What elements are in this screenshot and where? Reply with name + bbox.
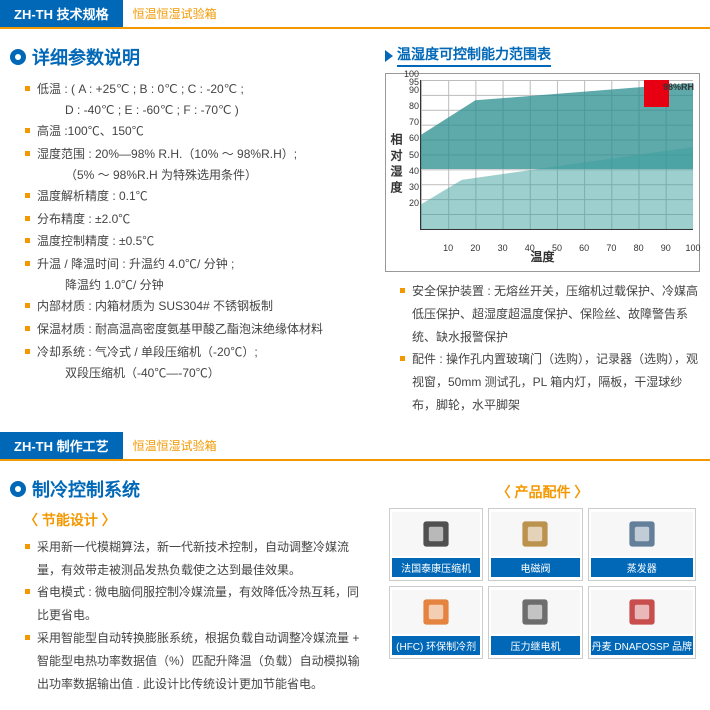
- part-item: 蒸发器: [588, 508, 696, 581]
- spec-item: 升温 / 降温时间 : 升温约 4.0℃/ 分钟 ;降温约 1.0℃/ 分钟: [25, 253, 370, 295]
- spec-list-process: 采用新一代模糊算法，新一代新技术控制，自动调整冷媒流量，有效带走被测品发热负载使…: [10, 536, 370, 696]
- y-tick: 20: [409, 198, 419, 208]
- part-item: 电磁阀: [488, 508, 582, 581]
- arrow-icon: [385, 50, 393, 62]
- process-right-column: 产品配件 法国泰康压缩机电磁阀蒸发器 (HFC) 环保制冷剂压力继电机丹麦 DNA…: [385, 476, 700, 696]
- main-title: 制冷控制系统: [10, 476, 370, 502]
- spec-item-cont: （5% ～ 98%R.H 为特殊选用条件）: [37, 166, 370, 185]
- x-tick: 10: [443, 243, 453, 253]
- spec-item: 安全保护装置 : 无熔丝开关，压缩机过载保护、冷媒高低压保护、超湿度超温度保护、…: [400, 280, 700, 348]
- spec-list-right: 安全保护装置 : 无熔丝开关，压缩机过载保护、冷媒高低压保护、超湿度超温度保护、…: [385, 280, 700, 417]
- x-tick: 20: [470, 243, 480, 253]
- x-tick: 40: [525, 243, 535, 253]
- bullet-icon: [10, 481, 26, 497]
- eco-design-title: 节能设计: [24, 510, 370, 530]
- x-tick: 50: [552, 243, 562, 253]
- x-tick: 100: [685, 243, 700, 253]
- chart-x-label: 温度: [392, 248, 693, 265]
- part-image: [392, 590, 480, 634]
- y-tick: 30: [409, 182, 419, 192]
- spec-item: 分布精度 : ±2.0℃: [25, 208, 370, 231]
- section-subtitle: 恒温恒湿试验箱: [133, 437, 217, 454]
- spec-item-cont: D : -40℃ ; E : -60℃ ; F : -70℃ ): [37, 101, 370, 120]
- part-label: 丹麦 DNAFOSSP 品牌: [591, 636, 693, 655]
- section-header-specs: ZH-TH 技术规格 恒温恒湿试验箱: [0, 0, 710, 29]
- part-image: [491, 512, 579, 556]
- spec-item: 温度控制精度 : ±0.5℃: [25, 230, 370, 253]
- spec-item: 湿度范围 : 20%—98% R.H.（10% ～ 98%R.H）;（5% ～ …: [25, 143, 370, 185]
- spec-item: 内部材质 : 内箱材质为 SUS304# 不锈钢板制: [25, 295, 370, 318]
- spec-list: 低温 : ( A : +25℃ ; B : 0℃ ; C : -20℃ ;D :…: [10, 78, 370, 383]
- part-image: [392, 512, 480, 556]
- part-item: 压力继电机: [488, 586, 582, 659]
- part-label: 蒸发器: [591, 558, 693, 577]
- x-tick: 80: [634, 243, 644, 253]
- spec-item: 保温材质 : 耐高温高密度氨基甲酸乙酯泡沫绝缘体材料: [25, 318, 370, 341]
- part-image: [591, 590, 693, 634]
- specs-content: 详细参数说明 低温 : ( A : +25℃ ; B : 0℃ ; C : -2…: [0, 39, 710, 432]
- spec-item: 冷却系统 : 气冷式 / 单段压缩机（-20℃）;双段压缩机（-40℃—-70℃…: [25, 341, 370, 383]
- part-image: [591, 512, 693, 556]
- spec-item: 低温 : ( A : +25℃ ; B : 0℃ ; C : -20℃ ;D :…: [25, 78, 370, 120]
- chart-container: 相对湿度 98%RH 100959080706050403020 1020304…: [385, 73, 700, 272]
- part-item: 法国泰康压缩机: [389, 508, 483, 581]
- part-item: 丹麦 DNAFOSSP 品牌: [588, 586, 696, 659]
- chart-title: 温湿度可控制能力范围表: [385, 44, 700, 67]
- part-label: 电磁阀: [491, 558, 579, 577]
- specs-right-column: 温湿度可控制能力范围表 相对湿度 98%RH 10095908070605040…: [385, 44, 700, 417]
- humidity-chart: 98%RH 100959080706050403020 102030405060…: [420, 80, 693, 230]
- bullet-icon: [10, 49, 26, 65]
- spec-item: 省电模式 : 微电脑伺服控制冷媒流量，有效降低冷热互耗，同比更省电。: [25, 581, 370, 627]
- spec-item-cont: 降温约 1.0℃/ 分钟: [37, 276, 370, 295]
- chart-rh-label: 98%RH: [663, 82, 694, 92]
- part-label: 压力继电机: [491, 636, 579, 655]
- part-item: (HFC) 环保制冷剂: [389, 586, 483, 659]
- y-tick: 80: [409, 101, 419, 111]
- parts-title: 产品配件: [385, 482, 700, 502]
- parts-grid: 法国泰康压缩机电磁阀蒸发器 (HFC) 环保制冷剂压力继电机丹麦 DNAFOSSP…: [385, 508, 700, 659]
- x-tick: 30: [498, 243, 508, 253]
- spec-item: 采用新一代模糊算法，新一代新技术控制，自动调整冷媒流量，有效带走被测品发热负载使…: [25, 536, 370, 582]
- spec-item: 高温 :100℃、150℃: [25, 120, 370, 143]
- section-subtitle: 恒温恒湿试验箱: [133, 5, 217, 22]
- y-tick: 50: [409, 150, 419, 160]
- spec-item-cont: 双段压缩机（-40℃—-70℃）: [37, 364, 370, 383]
- x-tick: 70: [606, 243, 616, 253]
- main-title-text: 详细参数说明: [32, 44, 140, 70]
- section-tab: ZH-TH 技术规格: [0, 0, 123, 27]
- main-title: 详细参数说明: [10, 44, 370, 70]
- process-content: 制冷控制系统 节能设计 采用新一代模糊算法，新一代新技术控制，自动调整冷媒流量，…: [0, 471, 710, 710]
- x-tick: 90: [661, 243, 671, 253]
- main-title-text: 制冷控制系统: [32, 476, 140, 502]
- x-tick: 60: [579, 243, 589, 253]
- part-image: [491, 590, 579, 634]
- y-tick: 60: [409, 133, 419, 143]
- process-left-column: 制冷控制系统 节能设计 采用新一代模糊算法，新一代新技术控制，自动调整冷媒流量，…: [10, 476, 370, 696]
- section-tab: ZH-TH 制作工艺: [0, 432, 123, 459]
- specs-left-column: 详细参数说明 低温 : ( A : +25℃ ; B : 0℃ ; C : -2…: [10, 44, 370, 417]
- spec-item: 采用智能型自动转换膨胀系统，根据负载自动调整冷媒流量 + 智能型电热功率数据值（…: [25, 627, 370, 695]
- y-tick: 70: [409, 117, 419, 127]
- spec-item: 配件 : 操作孔内置玻璃门（选购），记录器（选购），观视窗，50mm 测试孔，P…: [400, 348, 700, 416]
- chart-y-ticks: 100959080706050403020: [399, 74, 419, 235]
- y-tick: 40: [409, 166, 419, 176]
- part-label: (HFC) 环保制冷剂: [392, 636, 480, 655]
- spec-item: 温度解析精度 : 0.1℃: [25, 185, 370, 208]
- chart-title-text: 温湿度可控制能力范围表: [397, 44, 551, 67]
- section-header-process: ZH-TH 制作工艺 恒温恒湿试验箱: [0, 432, 710, 461]
- y-tick: 90: [409, 85, 419, 95]
- part-label: 法国泰康压缩机: [392, 558, 480, 577]
